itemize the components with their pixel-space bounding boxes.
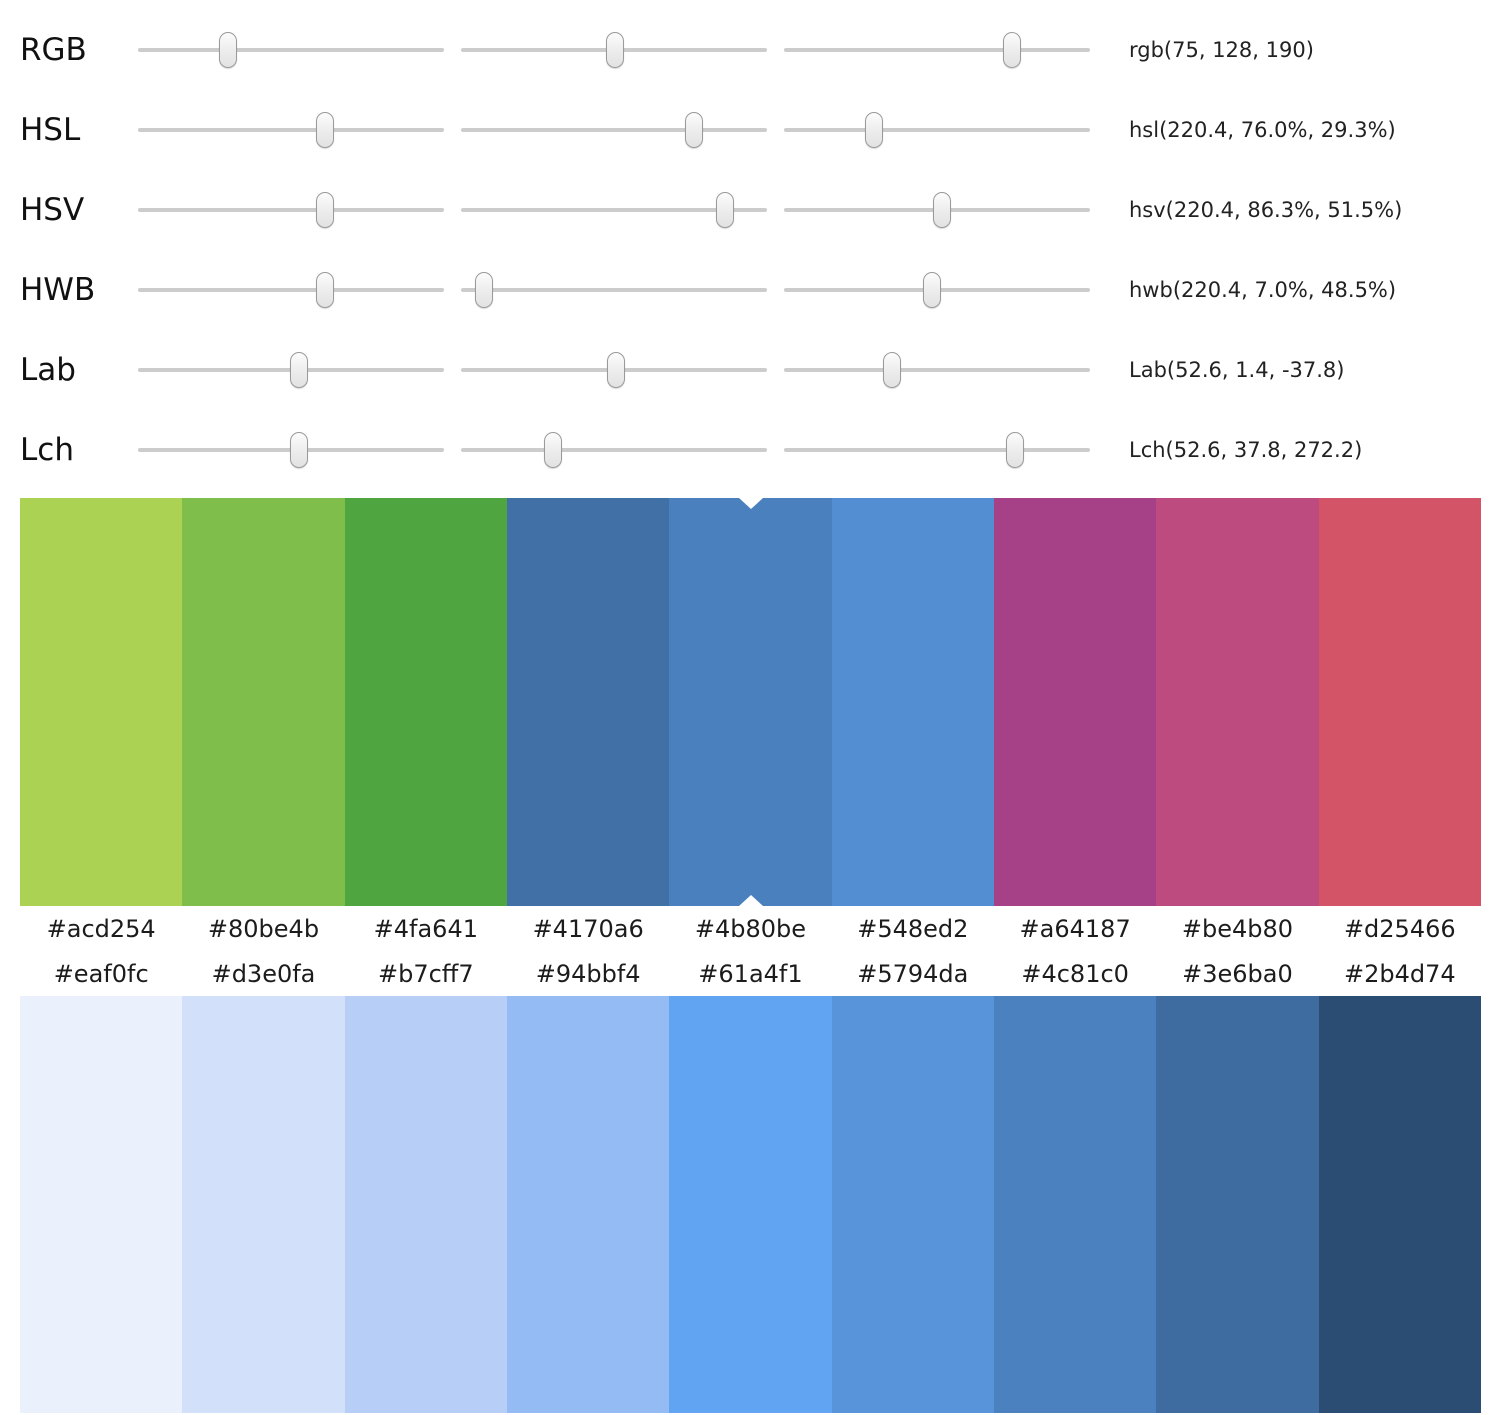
color-swatch[interactable]: [344, 996, 507, 1413]
lab-slider-track-1[interactable]: [138, 351, 444, 389]
hsv-slider-track-3[interactable]: [784, 191, 1090, 229]
hsv-slider-thumb-2[interactable]: [716, 192, 735, 228]
lab-slider-thumb-2[interactable]: [606, 352, 625, 388]
lch-slider-track-1[interactable]: [138, 431, 444, 469]
lightness-scale-band: [20, 996, 1481, 1413]
rgb-slider-thumb-3[interactable]: [1002, 32, 1021, 68]
hsl-slider-track-1[interactable]: [138, 111, 444, 149]
lab-slider-thumb-1[interactable]: [289, 352, 308, 388]
colorspace-label: Lch: [20, 432, 74, 468]
swatch-hex-label: #3e6ba0: [1182, 960, 1293, 988]
hue-scale-labels: #acd254 #80be4b #4fa641 #4170a6 #4b80be #548e…: [20, 906, 1481, 952]
color-swatch[interactable]: [344, 498, 507, 906]
swatch-hex-label: #4fa641: [373, 915, 478, 943]
hue-scale-band: [20, 498, 1481, 906]
lch-slider-track-3[interactable]: [784, 431, 1090, 469]
swatch-hex-label: #5794da: [857, 960, 969, 988]
color-value-text: hwb(220.4, 7.0%, 48.5%): [1129, 278, 1397, 302]
hsv-slider-thumb-1[interactable]: [316, 192, 335, 228]
color-swatch[interactable]: [1318, 996, 1481, 1413]
color-swatch[interactable]: [20, 996, 183, 1413]
swatch-hex-label: #d3e0fa: [211, 960, 316, 988]
hsl-slider-track-2[interactable]: [461, 111, 767, 149]
palette-scales: #acd254 #80be4b #4fa641 #4170a6 #4b80be #548e…: [20, 498, 1481, 1413]
colorspace-label: HSV: [20, 192, 85, 228]
swatch-hex-label: #94bbf4: [535, 960, 641, 988]
color-swatch[interactable]: [1156, 498, 1319, 906]
lab-slider-thumb-3[interactable]: [883, 352, 902, 388]
color-swatch[interactable]: [182, 498, 345, 906]
lch-slider-track-2[interactable]: [461, 431, 767, 469]
hsv-slider-thumb-3[interactable]: [932, 192, 951, 228]
slider-row-lch: Lch Lch(52.6, 37.8, 272.2): [0, 410, 1501, 490]
colorspace-label: HSL: [20, 112, 81, 148]
color-swatch[interactable]: [506, 996, 670, 1413]
swatch-hex-label: #4c81c0: [1021, 960, 1129, 988]
hwb-slider-thumb-2[interactable]: [474, 272, 493, 308]
color-swatch[interactable]: [993, 996, 1157, 1413]
slider-row-rgb: RGB rgb(75, 128, 190): [0, 10, 1501, 90]
hwb-slider-track-2[interactable]: [461, 271, 767, 309]
hsv-slider-track-2[interactable]: [461, 191, 767, 229]
lab-slider-track-2[interactable]: [461, 351, 767, 389]
lch-slider-thumb-3[interactable]: [1006, 432, 1025, 468]
rgb-slider-track-3[interactable]: [784, 31, 1090, 69]
lightness-scale-labels: #eaf0fc #d3e0fa #b7cff7 #94bbf4 #61a4f1 #5794…: [20, 952, 1481, 996]
color-swatch[interactable]: [1318, 498, 1481, 906]
color-swatch[interactable]: [1156, 996, 1319, 1413]
color-swatch[interactable]: [669, 996, 832, 1413]
color-swatch[interactable]: [993, 498, 1157, 906]
colorspace-label: RGB: [20, 32, 87, 68]
lch-slider-thumb-2[interactable]: [543, 432, 562, 468]
swatch-hex-label: #acd254: [46, 915, 156, 943]
swatch-hex-label: #d25466: [1343, 915, 1456, 943]
color-sliders-panel: RGB rgb(75, 128, 190) HSL hsl(220.4, 76.0%,…: [0, 0, 1501, 490]
swatch-hex-label: #80be4b: [207, 915, 320, 943]
hsl-slider-thumb-1[interactable]: [316, 112, 335, 148]
color-value-text: Lch(52.6, 37.8, 272.2): [1129, 438, 1363, 462]
rgb-slider-thumb-1[interactable]: [218, 32, 237, 68]
swatch-hex-label: #eaf0fc: [53, 960, 149, 988]
color-value-text: rgb(75, 128, 190): [1129, 38, 1314, 62]
swatch-hex-label: #be4b80: [1181, 915, 1294, 943]
hsl-slider-thumb-3[interactable]: [864, 112, 883, 148]
swatch-hex-label: #2b4d74: [1343, 960, 1456, 988]
swatch-hex-label: #4b80be: [694, 915, 807, 943]
rgb-slider-track-1[interactable]: [138, 31, 444, 69]
hwb-slider-track-3[interactable]: [784, 271, 1090, 309]
slider-row-hsl: HSL hsl(220.4, 76.0%, 29.3%): [0, 90, 1501, 170]
color-swatch[interactable]: [20, 498, 183, 906]
color-swatch[interactable]: [506, 498, 670, 906]
slider-row-lab: Lab Lab(52.6, 1.4, -37.8): [0, 330, 1501, 410]
color-swatch[interactable]: [669, 498, 832, 906]
rgb-slider-track-2[interactable]: [461, 31, 767, 69]
swatch-hex-label: #61a4f1: [698, 960, 803, 988]
slider-row-hwb: HWB hwb(220.4, 7.0%, 48.5%): [0, 250, 1501, 330]
hsl-slider-thumb-2[interactable]: [684, 112, 703, 148]
hsl-slider-track-3[interactable]: [784, 111, 1090, 149]
swatch-hex-label: #b7cff7: [378, 960, 474, 988]
hwb-slider-thumb-1[interactable]: [316, 272, 335, 308]
swatch-hex-label: #548ed2: [857, 915, 969, 943]
hwb-slider-thumb-3[interactable]: [923, 272, 942, 308]
swatch-hex-label: #a64187: [1019, 915, 1131, 943]
color-value-text: hsv(220.4, 86.3%, 51.5%): [1129, 198, 1403, 222]
color-value-text: Lab(52.6, 1.4, -37.8): [1129, 358, 1345, 382]
hsv-slider-track-1[interactable]: [138, 191, 444, 229]
color-swatch[interactable]: [182, 996, 345, 1413]
color-value-text: hsl(220.4, 76.0%, 29.3%): [1129, 118, 1396, 142]
swatch-hex-label: #4170a6: [532, 915, 644, 943]
colorspace-label: Lab: [20, 352, 76, 388]
rgb-slider-thumb-2[interactable]: [605, 32, 624, 68]
lch-slider-thumb-1[interactable]: [289, 432, 308, 468]
color-swatch[interactable]: [831, 498, 994, 906]
lab-slider-track-3[interactable]: [784, 351, 1090, 389]
hwb-slider-track-1[interactable]: [138, 271, 444, 309]
color-swatch[interactable]: [831, 996, 994, 1413]
colorspace-label: HWB: [20, 272, 96, 308]
slider-row-hsv: HSV hsv(220.4, 86.3%, 51.5%): [0, 170, 1501, 250]
